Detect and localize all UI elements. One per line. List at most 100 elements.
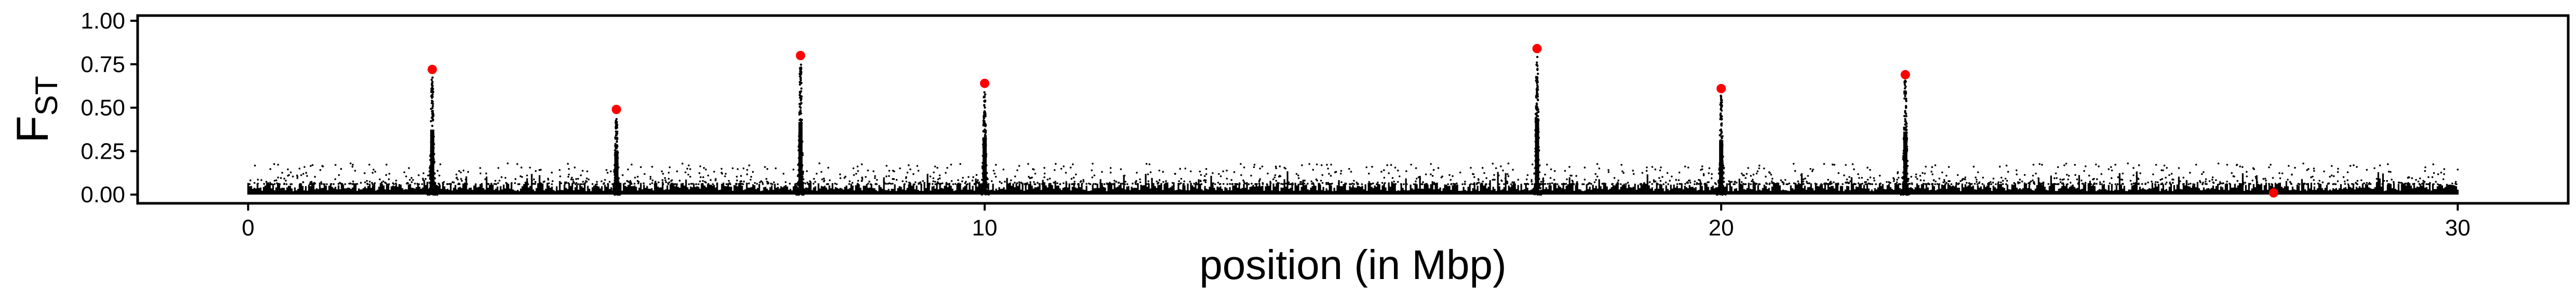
snp-point [448, 183, 450, 185]
snp-band [2427, 189, 2429, 195]
snp-point [1367, 172, 1370, 175]
snp-band [2204, 189, 2206, 195]
snp-band [375, 190, 377, 195]
snp-point [1768, 171, 1770, 173]
snp-band [2016, 187, 2018, 195]
snp-band [504, 188, 506, 195]
snp-point [2337, 171, 2339, 173]
snp-point [1920, 179, 1922, 182]
snp-band [1917, 185, 1920, 195]
snp-band [495, 188, 497, 195]
snp-point [649, 183, 651, 185]
snp-point [2201, 173, 2203, 175]
snp-band [1600, 186, 1602, 195]
snp-band [990, 189, 992, 195]
snp-band [944, 186, 946, 195]
snp-band [1922, 183, 1924, 195]
peak-snp-point [1904, 85, 1907, 88]
snp-band [587, 186, 589, 195]
snp-band [280, 188, 282, 195]
snp-point [1842, 183, 1844, 185]
snp-band [1568, 177, 1571, 195]
snp-point [1688, 179, 1691, 182]
snp-point [1934, 183, 1936, 185]
snp-band [1020, 189, 1022, 195]
snp-point [1864, 181, 1866, 183]
snp-band [779, 188, 781, 195]
snp-point [1222, 170, 1224, 173]
snp-band [2290, 190, 2292, 195]
snp-band [462, 183, 464, 195]
snp-point [1861, 183, 1863, 185]
snp-band [1349, 186, 1351, 195]
snp-point [439, 163, 441, 165]
snp-band [2411, 188, 2413, 195]
snp-point [497, 182, 499, 184]
snp-point [1763, 167, 1765, 170]
snp-band [998, 187, 1000, 195]
peak-snp-point [1904, 92, 1907, 95]
snp-band [269, 184, 271, 195]
snp-point [2185, 181, 2188, 183]
snp-point [2052, 183, 2054, 185]
snp-point [1960, 180, 1962, 182]
snp-point [2154, 183, 2156, 185]
snp-point [2032, 163, 2035, 166]
snp-band [2295, 190, 2297, 195]
snp-band [1300, 187, 1303, 195]
snp-point [1925, 165, 1927, 168]
snp-band [2008, 189, 2010, 195]
snp-point [1611, 183, 1613, 185]
snp-band [2030, 188, 2032, 195]
snp-point [2136, 172, 2138, 174]
snp-point [843, 177, 846, 179]
peak-snp-point [980, 191, 983, 193]
snp-point [1274, 174, 1277, 176]
snp-band [722, 182, 725, 195]
snp-band [1997, 183, 1999, 195]
snp-point [2137, 178, 2140, 180]
snp-band [970, 189, 972, 195]
snp-point [667, 172, 670, 174]
peak-snp-point [1536, 61, 1538, 64]
snp-band [1299, 190, 1301, 195]
snp-band [1171, 186, 1173, 195]
snp-point [1867, 178, 1869, 181]
snp-point [1184, 168, 1187, 170]
snp-point [2038, 182, 2041, 184]
snp-point [1259, 168, 1262, 170]
snp-point [1115, 180, 1118, 183]
peak-snp-point [1536, 108, 1538, 112]
snp-band [1036, 187, 1038, 195]
snp-point [1976, 183, 1979, 185]
snp-point [1295, 173, 1298, 175]
snp-band [1293, 190, 1295, 195]
snp-point [2067, 178, 2069, 180]
snp-point [2076, 178, 2078, 180]
snp-point [735, 175, 738, 178]
snp-point [1287, 183, 1290, 185]
snp-point [1564, 170, 1566, 172]
snp-point [274, 183, 276, 185]
snp-point [2002, 183, 2004, 185]
snp-band [1735, 188, 1737, 195]
snp-band [2143, 189, 2145, 195]
snp-point [713, 171, 715, 173]
snp-point [1869, 183, 1871, 185]
snp-band [2419, 184, 2421, 195]
snp-band [2226, 184, 2228, 195]
snp-point [633, 183, 636, 185]
snp-point [302, 173, 304, 175]
snp-band [2363, 187, 2365, 195]
snp-point [2310, 176, 2312, 178]
snp-band [1381, 185, 1384, 195]
snp-point [1915, 173, 1917, 176]
snp-band [2439, 184, 2441, 195]
snp-point [1771, 177, 1774, 180]
peak-snp-point [1539, 187, 1542, 189]
snp-band [2340, 184, 2342, 195]
snp-band [1545, 187, 1547, 195]
snp-point [490, 183, 493, 185]
snp-band [468, 188, 471, 195]
snp-band [384, 189, 386, 195]
